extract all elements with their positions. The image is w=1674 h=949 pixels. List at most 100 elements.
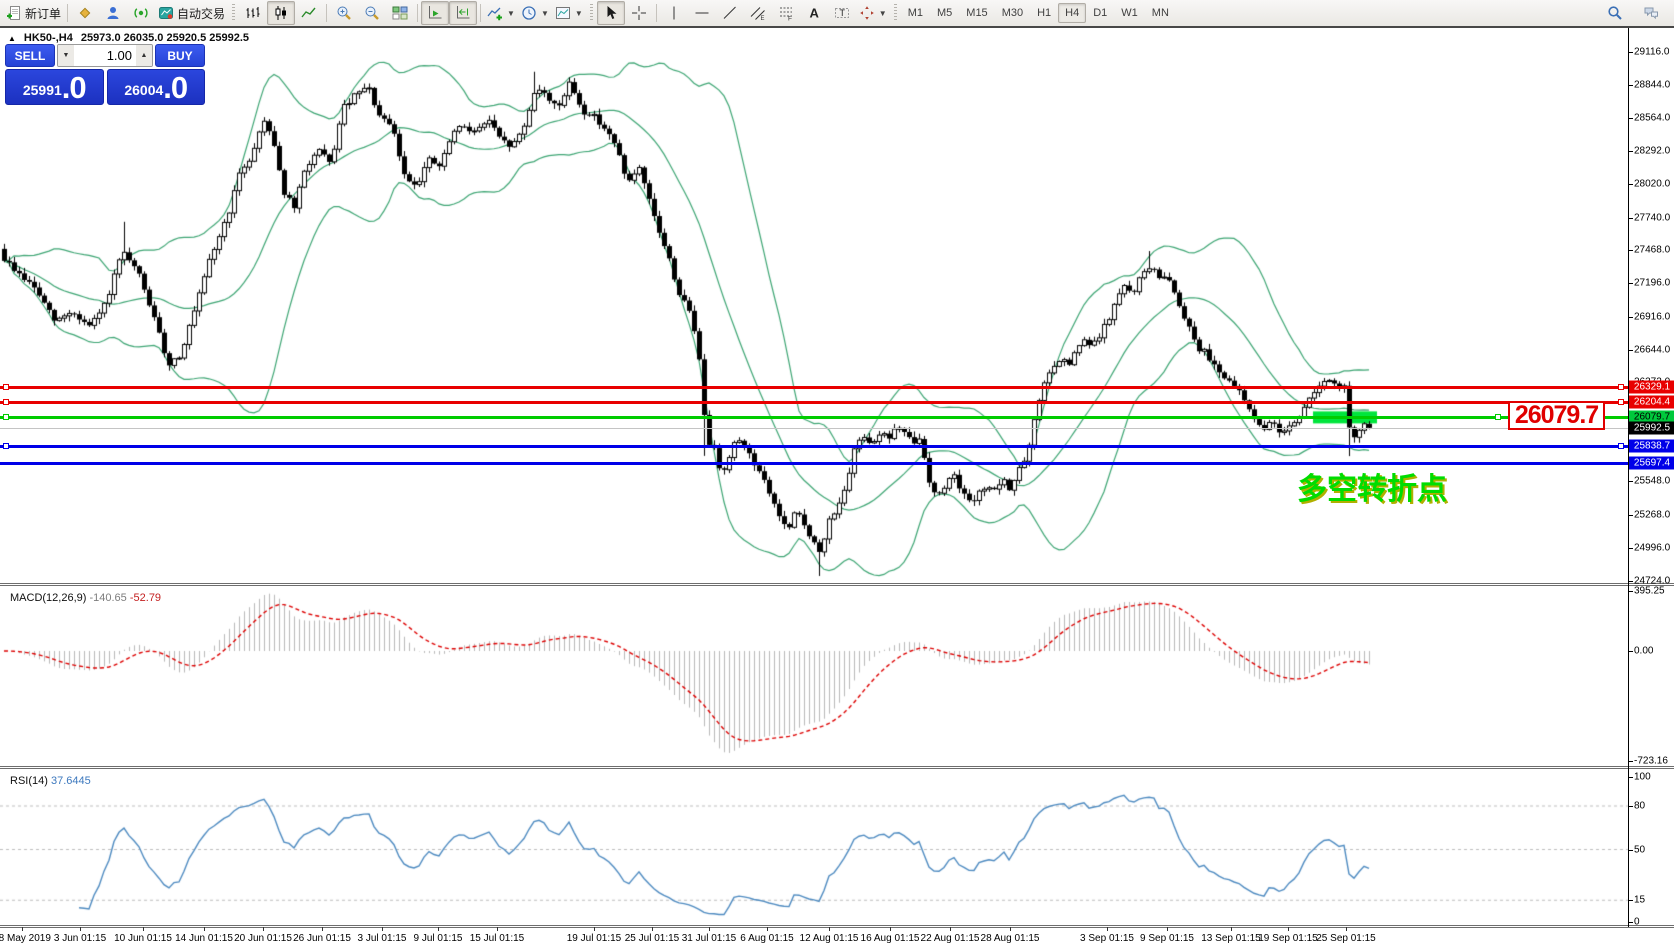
timeframe-button-w1[interactable]: W1 bbox=[1121, 7, 1138, 19]
turning-point-annotation[interactable]: 多空转折点 bbox=[1297, 473, 1447, 506]
toolbar-button-channel[interactable]: E bbox=[744, 1, 772, 25]
price-axis-tick bbox=[1628, 217, 1633, 219]
chart-window[interactable]: 29116.0 28844.0 28564.0 28292.0 28020.0 27740… bbox=[0, 28, 1674, 949]
horizontal-line-object[interactable] bbox=[0, 444, 1628, 448]
price-callout-object[interactable]: 26079.7 bbox=[1508, 401, 1605, 430]
timeframe-button-mn[interactable]: MN bbox=[1151, 7, 1169, 19]
toolbar-button-templates[interactable]: ▼ bbox=[552, 1, 586, 25]
toolbar-drag-handle[interactable] bbox=[893, 4, 897, 22]
trendline-icon bbox=[722, 5, 738, 21]
time-axis-tick bbox=[1231, 927, 1232, 931]
line-edit-handle[interactable] bbox=[1495, 414, 1501, 421]
macd-tick-label: 395.25 bbox=[1634, 585, 1665, 597]
toolbar-button-bars-chart[interactable] bbox=[239, 1, 267, 25]
timeframe-button-m1[interactable]: M1 bbox=[907, 7, 923, 19]
line-edit-handle[interactable] bbox=[1618, 443, 1624, 450]
volume-input[interactable] bbox=[74, 45, 136, 66]
rsi-tick-label: 15 bbox=[1634, 894, 1646, 906]
time-tick-label: 9 Sep 01:15 bbox=[1140, 933, 1194, 944]
line-edit-handle[interactable] bbox=[3, 384, 9, 391]
time-tick-label: 26 Jun 01:15 bbox=[293, 933, 351, 944]
toolbar-button-editor[interactable] bbox=[71, 1, 99, 25]
chevron-down-icon[interactable]: ▼ bbox=[574, 8, 583, 18]
toolbar-button-tile-windows[interactable] bbox=[386, 1, 414, 25]
sell-button[interactable]: SELL bbox=[5, 44, 55, 67]
toolbar-button-zoom-out[interactable] bbox=[358, 1, 386, 25]
volume-increase-button[interactable]: ▲ bbox=[136, 45, 152, 66]
symbol-period-label: HK50-,H4 bbox=[23, 32, 73, 44]
toolbar-drag-handle[interactable] bbox=[232, 4, 236, 22]
time-axis-tick bbox=[1346, 927, 1347, 931]
rsi-indicator-label: RSI(14) 37.6445 bbox=[10, 775, 91, 787]
chevron-down-icon[interactable]: ▼ bbox=[507, 8, 515, 18]
indicators-icon bbox=[487, 5, 503, 21]
toolbar-button-signals[interactable] bbox=[127, 1, 155, 25]
horizontal-line-object[interactable] bbox=[0, 461, 1628, 465]
horizontal-line-object[interactable] bbox=[0, 415, 1628, 419]
volume-control: ▼ ▲ bbox=[57, 44, 153, 67]
time-tick-label: 13 Sep 01:15 bbox=[1201, 933, 1261, 944]
profiles-icon bbox=[105, 5, 121, 21]
toolbar-button-horizontal-line[interactable] bbox=[688, 1, 716, 25]
pane-separator-macd[interactable] bbox=[0, 583, 1674, 586]
toolbar-button-fibonacci[interactable]: F bbox=[772, 1, 800, 25]
timeframe-button-m30[interactable]: M30 bbox=[1001, 7, 1024, 19]
toolbar-button-indicators[interactable]: ▼ bbox=[484, 1, 518, 25]
horizontal-line-object[interactable] bbox=[0, 385, 1628, 389]
line-edit-handle[interactable] bbox=[3, 443, 9, 450]
toolbar-button-label: 新订单 bbox=[25, 6, 62, 21]
line-edit-handle[interactable] bbox=[1618, 384, 1624, 391]
toolbar-button-chart-shift[interactable] bbox=[449, 1, 478, 25]
line-edit-handle[interactable] bbox=[3, 414, 9, 421]
price-tick-label: 25268.0 bbox=[1634, 509, 1671, 521]
rsi-tick-label: 50 bbox=[1634, 844, 1646, 855]
price-axis-tick bbox=[1628, 52, 1633, 53]
horizontal-line-object[interactable] bbox=[0, 400, 1628, 404]
timeframe-button-m5[interactable]: M5 bbox=[937, 7, 953, 19]
channel-icon: E bbox=[750, 5, 766, 21]
timeframe-button-m15[interactable]: M15 bbox=[966, 7, 988, 19]
chevron-down-icon[interactable]: ▼ bbox=[878, 8, 887, 18]
toolbar-button-community[interactable] bbox=[1637, 1, 1665, 25]
collapse-trade-panel-icon[interactable]: ▲ bbox=[8, 33, 16, 43]
line-edit-handle[interactable] bbox=[1618, 399, 1624, 406]
toolbar-button-candles-chart[interactable] bbox=[267, 1, 296, 25]
price-chart-canvas[interactable] bbox=[0, 28, 1674, 949]
price-axis-tick bbox=[1628, 316, 1633, 318]
toolbar-button-arrows[interactable]: ▼ bbox=[856, 1, 890, 25]
pane-separator-axis bbox=[0, 925, 1674, 928]
toolbar-button-trendline[interactable] bbox=[716, 1, 744, 25]
svg-text:F: F bbox=[788, 16, 792, 22]
current-price-label: 25992.5 bbox=[1629, 421, 1674, 435]
toolbar-button-text-label[interactable]: T bbox=[828, 1, 856, 25]
volume-decrease-button[interactable]: ▼ bbox=[58, 45, 74, 66]
svg-text:T: T bbox=[839, 8, 845, 18]
chevron-down-icon[interactable]: ▼ bbox=[540, 8, 549, 18]
toolbar-button-autotrading[interactable]: 自动交易 bbox=[155, 1, 228, 25]
time-tick-label: 16 Aug 01:15 bbox=[860, 933, 920, 944]
toolbar-button-profiles[interactable] bbox=[99, 1, 127, 25]
pane-separator-rsi[interactable] bbox=[0, 766, 1674, 769]
toolbar-button-zoom-in[interactable] bbox=[330, 1, 358, 25]
toolbar-button-line-chart[interactable] bbox=[295, 1, 323, 25]
timeframe-button-h4[interactable]: H4 bbox=[1058, 3, 1087, 23]
toolbar-button-new-order[interactable]: 新订单 bbox=[3, 1, 64, 25]
toolbar-button-search[interactable] bbox=[1601, 1, 1629, 25]
toolbar-button-cursor[interactable] bbox=[596, 1, 625, 25]
toolbar-button-vertical-line[interactable] bbox=[660, 1, 688, 25]
price-line-label: 26079.7 bbox=[1629, 410, 1674, 424]
timeframe-button-d1[interactable]: D1 bbox=[1093, 7, 1108, 19]
sell-price-int: 25991 bbox=[22, 82, 62, 98]
line-edit-handle[interactable] bbox=[3, 399, 9, 406]
sell-price-tile[interactable]: 25991.0 bbox=[5, 69, 104, 105]
toolbar-drag-handle[interactable] bbox=[589, 4, 593, 22]
toolbar-button-auto-scroll[interactable] bbox=[421, 1, 450, 25]
rsi-value: 37.6445 bbox=[50, 775, 91, 787]
toolbar-button-crosshair[interactable] bbox=[625, 1, 653, 25]
buy-button[interactable]: BUY bbox=[155, 44, 205, 67]
buy-price-tile[interactable]: 26004.0 bbox=[106, 69, 205, 105]
price-axis-tick bbox=[1628, 580, 1633, 582]
toolbar-button-text[interactable]: A bbox=[800, 1, 828, 25]
timeframe-button-h1[interactable]: H1 bbox=[1037, 7, 1052, 19]
toolbar-button-periods[interactable]: ▼ bbox=[518, 1, 552, 25]
